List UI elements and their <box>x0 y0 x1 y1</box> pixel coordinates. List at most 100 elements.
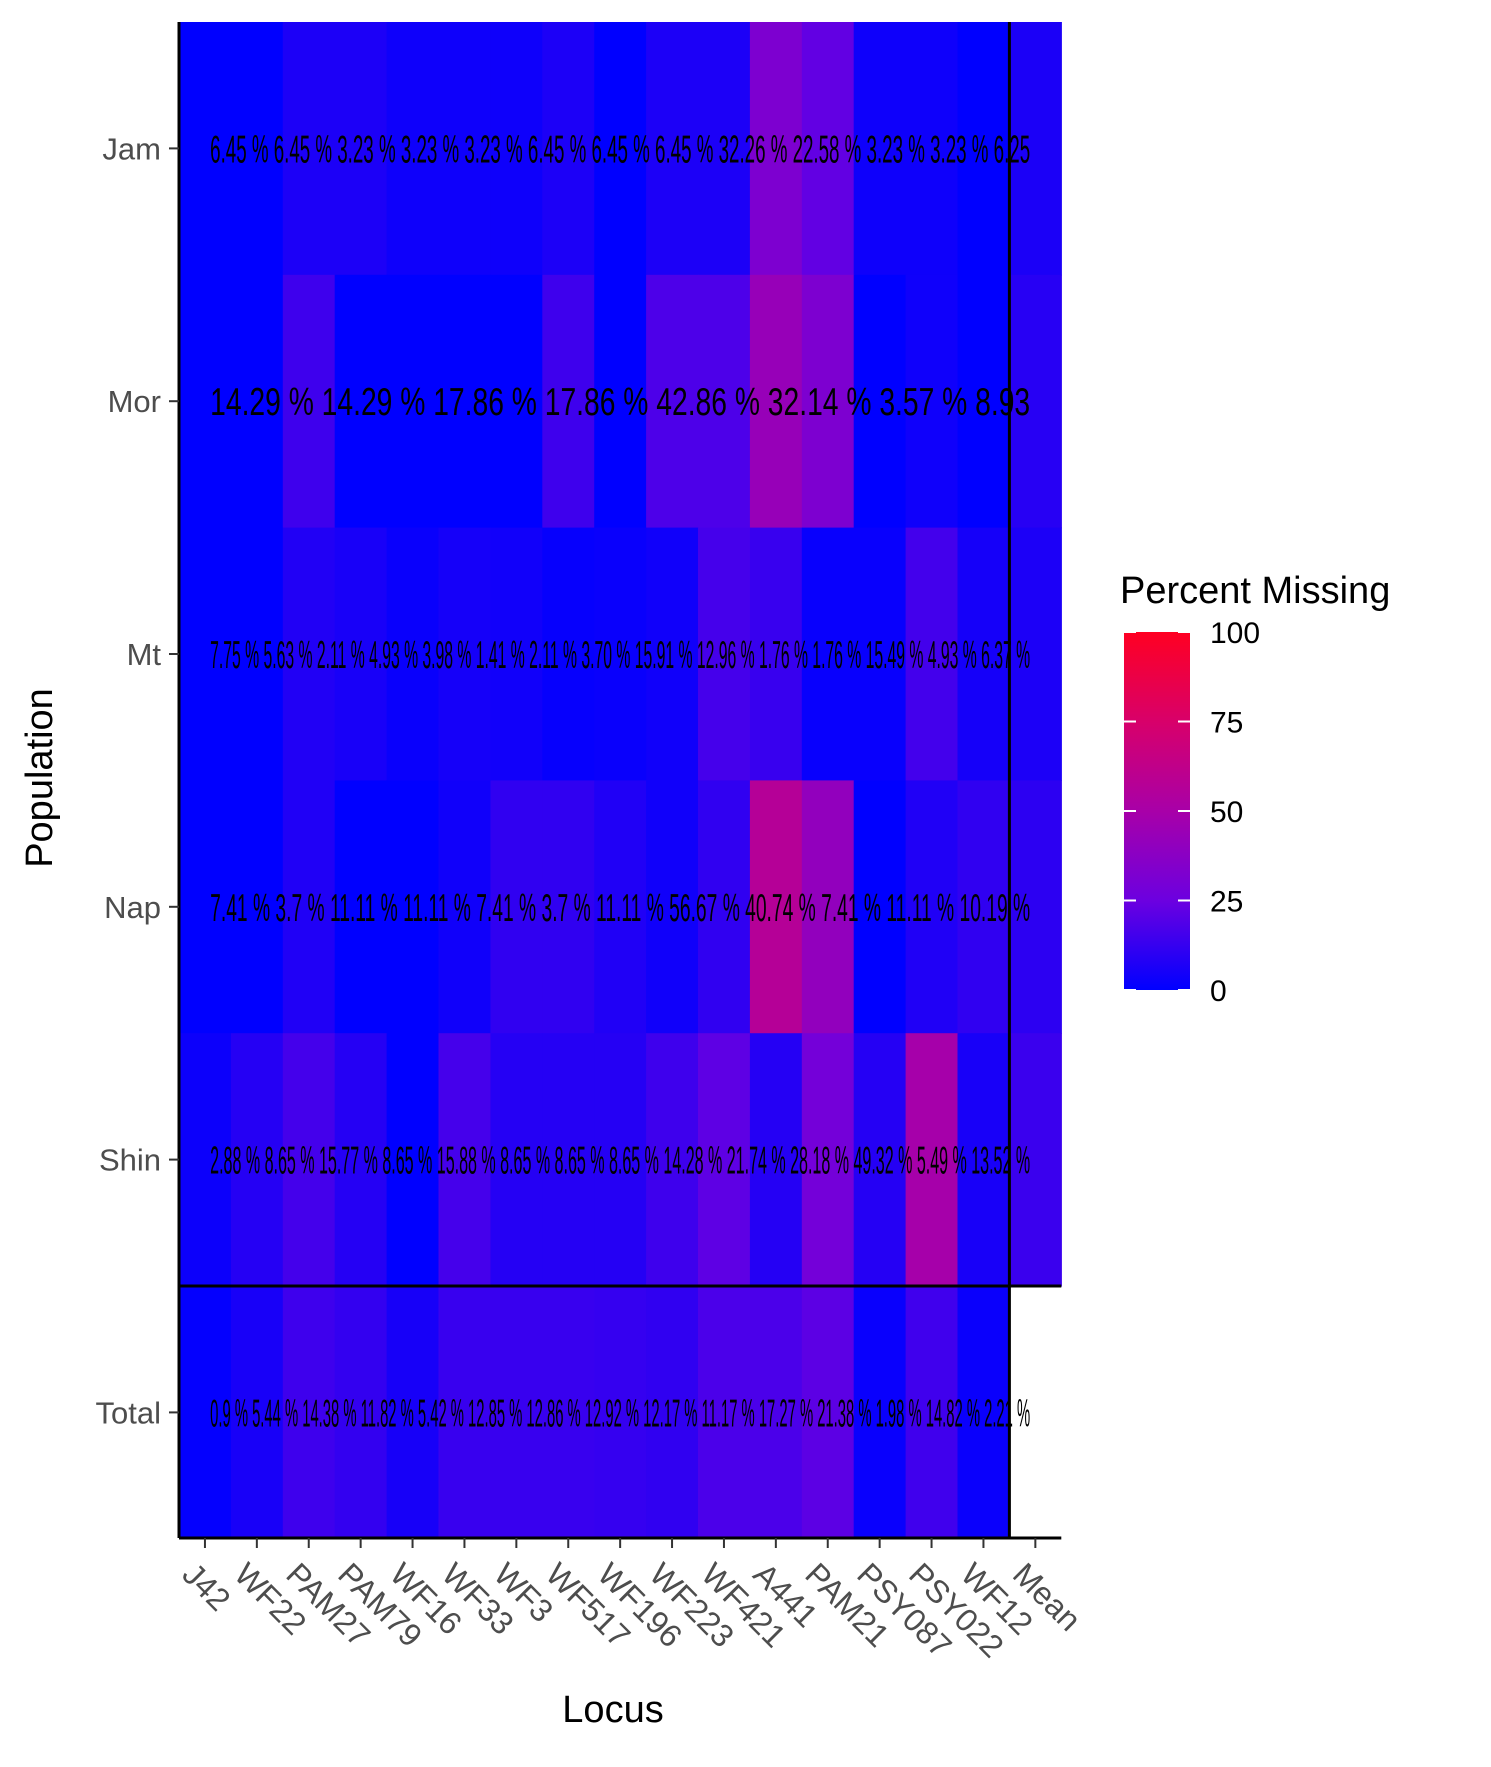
heatmap-cell <box>853 527 907 781</box>
heatmap-cell <box>230 1286 284 1540</box>
heatmap-cell <box>386 780 440 1034</box>
heatmap-cell <box>1009 527 1062 781</box>
heatmap-cell <box>749 527 803 781</box>
legend-tick-label: 75 <box>1210 707 1243 740</box>
heatmap-cell <box>386 1286 440 1540</box>
heatmap-cell <box>905 1286 959 1540</box>
heatmap-cell <box>853 22 907 276</box>
heatmap-cell-label: 7.75 % 5.63 % 2.11 % 4.93 % 3.98 % 1.41 … <box>210 634 1030 677</box>
heatmap-cell <box>853 274 907 529</box>
heatmap-cell <box>282 780 336 1034</box>
heatmap-cell <box>749 22 803 276</box>
heatmap-cell-labels: 6.45 % 6.45 % 3.23 % 3.23 % 3.23 % 6.45 … <box>210 128 1030 1435</box>
heatmap-cell <box>646 22 699 276</box>
heatmap-cell <box>179 1286 232 1540</box>
heatmap-cell <box>438 527 491 781</box>
heatmap-cell-label: 2.88 % 8.65 % 15.77 % 8.65 % 15.88 % 8.6… <box>210 1140 1030 1183</box>
heatmap-cell <box>490 527 543 781</box>
y-axis-title: Population <box>19 688 61 868</box>
heatmap-cell <box>230 527 284 781</box>
legend-tick-label: 100 <box>1210 617 1260 650</box>
heatmap-cell <box>957 1033 1010 1287</box>
legend-tick-label: 50 <box>1210 796 1243 829</box>
heatmap-cell <box>749 780 803 1034</box>
legend-tick-label: 0 <box>1210 975 1227 1008</box>
heatmap-cell <box>438 780 491 1034</box>
heatmap-cell <box>646 1286 699 1540</box>
heatmap-cell <box>749 1286 803 1540</box>
heatmap-cell <box>698 1286 751 1540</box>
heatmap-cell <box>698 274 751 529</box>
heatmap-cell <box>698 527 751 781</box>
heatmap-cell <box>438 1286 491 1540</box>
heatmap-cell <box>179 780 232 1034</box>
heatmap-cell <box>749 274 803 529</box>
heatmap-cell <box>594 1286 647 1540</box>
heatmap-cell <box>801 780 855 1034</box>
heatmap-cell <box>334 22 388 276</box>
heatmap-cell <box>490 1033 543 1287</box>
heatmap-cell-label: 0.9 % 5.44 % 14.38 % 11.82 % 5.42 % 12.8… <box>210 1392 1030 1435</box>
heatmap-cell <box>1009 22 1062 276</box>
heatmap-cell <box>957 274 1010 529</box>
heatmap-cell <box>542 274 595 529</box>
heatmap-cell <box>542 780 595 1034</box>
heatmap-cell <box>853 780 907 1034</box>
heatmap-cell <box>1009 780 1062 1034</box>
heatmap-cell <box>230 274 284 529</box>
heatmap-cell <box>646 274 699 529</box>
heatmap-cell <box>853 1286 907 1540</box>
heatmap-cell <box>1009 274 1062 529</box>
heatmap-cell <box>957 780 1010 1034</box>
heatmap-cell <box>542 22 595 276</box>
heatmap-cell <box>334 780 388 1034</box>
heatmap-cell <box>905 1033 959 1287</box>
heatmap-cell <box>386 22 440 276</box>
heatmap-cell <box>698 780 751 1034</box>
x-tick-label: J42 <box>176 1556 238 1618</box>
x-axis-title: Locus <box>562 1689 663 1731</box>
heatmap-cell <box>438 1033 491 1287</box>
y-axis: Jam Mor Mt Nap Shin Total <box>96 131 179 1430</box>
heatmap-cell <box>801 1033 855 1287</box>
heatmap-cell <box>282 527 336 781</box>
heatmap-cell <box>490 22 543 276</box>
heatmap-cell <box>230 1033 284 1287</box>
heatmap-cell-label: 14.29 % 14.29 % 17.86 % 17.86 % 42.86 % … <box>210 381 1030 424</box>
heatmap-cell <box>386 527 440 781</box>
heatmap-cell <box>334 1286 388 1540</box>
heatmap-cell <box>490 1286 543 1540</box>
heatmap-cell <box>438 274 491 529</box>
y-tick-label: Mor <box>108 384 161 419</box>
heatmap-cell <box>905 274 959 529</box>
heatmap-cell <box>1009 1033 1062 1287</box>
heatmap-cell <box>749 1033 803 1287</box>
heatmap-cells <box>179 22 1062 1540</box>
heatmap-cell <box>646 527 699 781</box>
heatmap-cell <box>282 1286 336 1540</box>
heatmap-cell <box>282 274 336 529</box>
heatmap-cell <box>490 274 543 529</box>
legend-title: Percent Missing <box>1120 570 1390 612</box>
heatmap-cell <box>179 527 232 781</box>
heatmap-cell <box>801 274 855 529</box>
heatmap-cell <box>282 22 336 276</box>
heatmap-cell <box>542 1033 595 1287</box>
heatmap-cell <box>542 1286 595 1540</box>
heatmap-cell <box>179 1033 232 1287</box>
y-tick-label: Mt <box>127 637 162 672</box>
y-tick-label: Total <box>96 1395 161 1430</box>
heatmap-cell <box>957 527 1010 781</box>
heatmap-cell <box>490 780 543 1034</box>
heatmap-cell <box>905 22 959 276</box>
heatmap-cell <box>542 527 595 781</box>
heatmap-cell <box>957 1286 1010 1540</box>
y-tick-label: Jam <box>102 131 161 166</box>
heatmap-cell <box>179 22 232 276</box>
heatmap-cell <box>698 1033 751 1287</box>
heatmap-cell <box>905 780 959 1034</box>
heatmap-cell <box>230 780 284 1034</box>
heatmap-cell <box>334 527 388 781</box>
heatmap-cell <box>594 780 647 1034</box>
